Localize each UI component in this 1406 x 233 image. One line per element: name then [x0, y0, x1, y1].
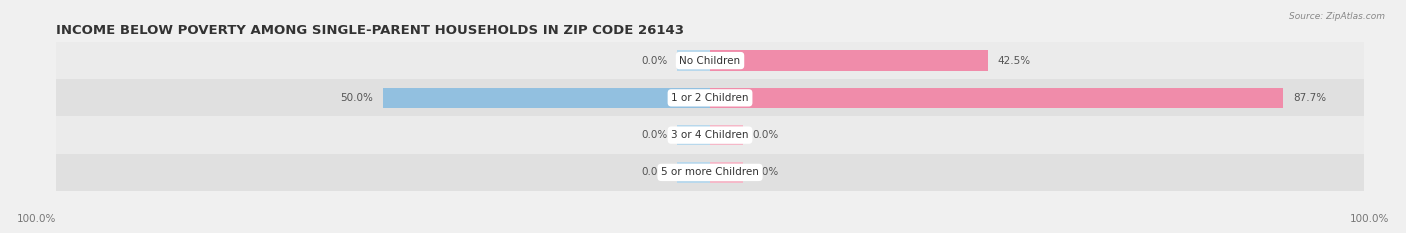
Text: INCOME BELOW POVERTY AMONG SINGLE-PARENT HOUSEHOLDS IN ZIP CODE 26143: INCOME BELOW POVERTY AMONG SINGLE-PARENT…: [56, 24, 685, 37]
Bar: [710, 125, 742, 145]
Bar: [710, 50, 988, 71]
Text: 1 or 2 Children: 1 or 2 Children: [671, 93, 749, 103]
Text: 0.0%: 0.0%: [641, 56, 668, 65]
Text: 100.0%: 100.0%: [1350, 214, 1389, 224]
Text: 0.0%: 0.0%: [752, 168, 779, 177]
Text: 0.0%: 0.0%: [641, 168, 668, 177]
Bar: [56, 116, 1364, 154]
Bar: [678, 125, 710, 145]
Text: 100.0%: 100.0%: [17, 214, 56, 224]
Text: 0.0%: 0.0%: [641, 130, 668, 140]
Text: 0.0%: 0.0%: [752, 130, 779, 140]
Text: 3 or 4 Children: 3 or 4 Children: [671, 130, 749, 140]
Bar: [56, 79, 1364, 116]
Bar: [710, 88, 1284, 108]
Text: 42.5%: 42.5%: [998, 56, 1031, 65]
Text: 87.7%: 87.7%: [1294, 93, 1326, 103]
Text: 5 or more Children: 5 or more Children: [661, 168, 759, 177]
Bar: [710, 162, 742, 183]
Text: 50.0%: 50.0%: [340, 93, 374, 103]
Text: No Children: No Children: [679, 56, 741, 65]
Bar: [56, 42, 1364, 79]
Bar: [382, 88, 710, 108]
Bar: [678, 50, 710, 71]
Bar: [56, 154, 1364, 191]
Bar: [678, 162, 710, 183]
Text: Source: ZipAtlas.com: Source: ZipAtlas.com: [1289, 12, 1385, 21]
